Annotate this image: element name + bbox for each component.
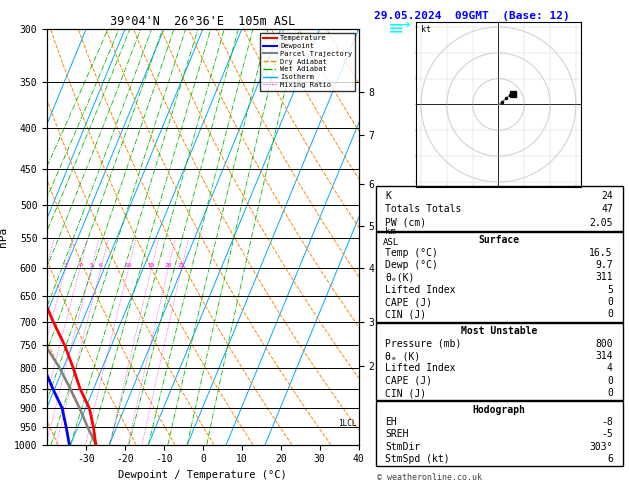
Text: 16.5: 16.5	[589, 248, 613, 258]
Y-axis label: km
ASL: km ASL	[382, 227, 399, 246]
Text: SREH: SREH	[386, 429, 409, 439]
Text: 0: 0	[607, 376, 613, 386]
Text: CIN (J): CIN (J)	[386, 388, 426, 398]
Text: 10: 10	[125, 263, 132, 268]
Text: -8: -8	[601, 417, 613, 427]
Text: Pressure (mb): Pressure (mb)	[386, 339, 462, 348]
Text: 311: 311	[595, 272, 613, 282]
Text: 6: 6	[607, 454, 613, 464]
Text: 24: 24	[601, 191, 613, 201]
Text: 3: 3	[64, 263, 67, 268]
Text: 303°: 303°	[589, 442, 613, 451]
Title: 39°04'N  26°36'E  105m ASL: 39°04'N 26°36'E 105m ASL	[110, 15, 296, 28]
Text: θₑ (K): θₑ (K)	[386, 351, 421, 361]
Text: EH: EH	[386, 417, 397, 427]
Legend: Temperature, Dewpoint, Parcel Trajectory, Dry Adiabat, Wet Adiabat, Isotherm, Mi: Temperature, Dewpoint, Parcel Trajectory…	[260, 33, 355, 90]
Text: © weatheronline.co.uk: © weatheronline.co.uk	[377, 473, 482, 482]
Text: K: K	[386, 191, 391, 201]
Text: Most Unstable: Most Unstable	[461, 326, 537, 336]
Text: kt: kt	[421, 25, 431, 34]
Text: CAPE (J): CAPE (J)	[386, 297, 432, 307]
Text: 800: 800	[595, 339, 613, 348]
Text: 2.05: 2.05	[589, 218, 613, 228]
Text: Lifted Index: Lifted Index	[386, 364, 456, 373]
Text: 5: 5	[89, 263, 93, 268]
Text: -5: -5	[601, 429, 613, 439]
Text: Surface: Surface	[479, 235, 520, 245]
Text: 20: 20	[165, 263, 172, 268]
Text: Lifted Index: Lifted Index	[386, 285, 456, 295]
Text: θₑ(K): θₑ(K)	[386, 272, 415, 282]
Text: 47: 47	[601, 204, 613, 214]
Text: 0: 0	[607, 310, 613, 319]
Text: 0: 0	[607, 388, 613, 398]
Text: CAPE (J): CAPE (J)	[386, 376, 432, 386]
Text: 0: 0	[607, 297, 613, 307]
Text: Temp (°C): Temp (°C)	[386, 248, 438, 258]
Text: 4: 4	[607, 364, 613, 373]
Text: PW (cm): PW (cm)	[386, 218, 426, 228]
Text: 9.7: 9.7	[595, 260, 613, 270]
Text: 4: 4	[78, 263, 82, 268]
Text: 6: 6	[99, 263, 103, 268]
X-axis label: Dewpoint / Temperature (°C): Dewpoint / Temperature (°C)	[118, 470, 287, 480]
Text: StmSpd (kt): StmSpd (kt)	[386, 454, 450, 464]
Text: 5: 5	[607, 285, 613, 295]
Text: 314: 314	[595, 351, 613, 361]
Y-axis label: hPa: hPa	[0, 227, 8, 247]
Text: Dewp (°C): Dewp (°C)	[386, 260, 438, 270]
Text: 25: 25	[178, 263, 186, 268]
Text: 1LCL: 1LCL	[338, 419, 357, 428]
Text: →: →	[398, 18, 409, 32]
Text: Totals Totals: Totals Totals	[386, 204, 462, 214]
Text: CIN (J): CIN (J)	[386, 310, 426, 319]
Text: Hodograph: Hodograph	[472, 405, 526, 415]
Text: 29.05.2024  09GMT  (Base: 12): 29.05.2024 09GMT (Base: 12)	[374, 11, 570, 21]
Text: 15: 15	[148, 263, 155, 268]
Text: StmDir: StmDir	[386, 442, 421, 451]
Text: ≡: ≡	[388, 18, 404, 37]
